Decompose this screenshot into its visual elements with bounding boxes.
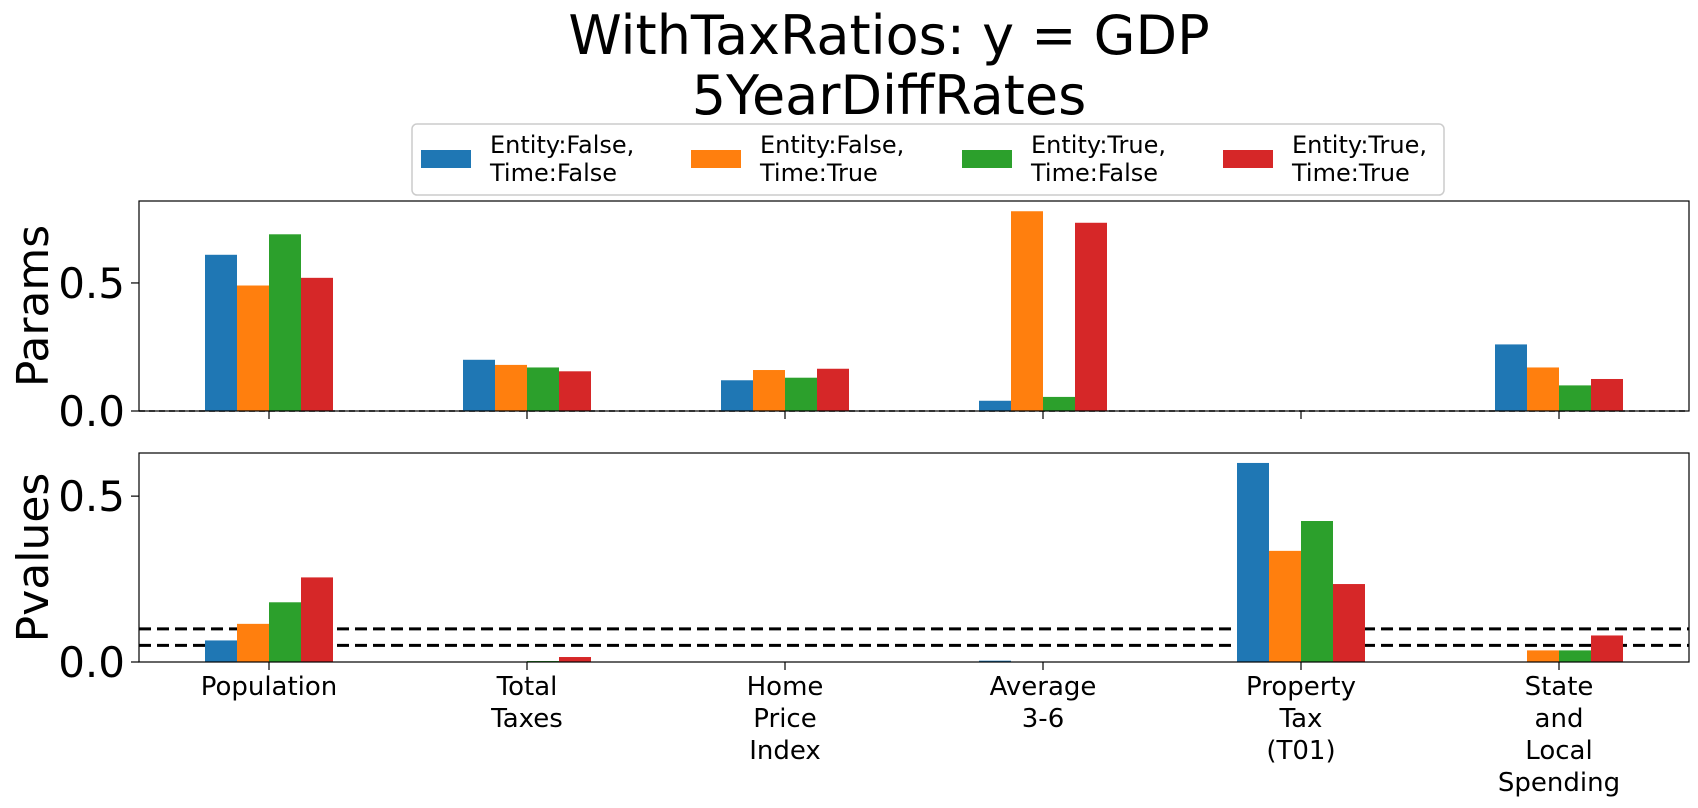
bar: [559, 371, 591, 411]
y-tick-label: 0.0: [58, 387, 125, 436]
x-tick-label: Local: [1525, 736, 1592, 766]
bar: [1043, 396, 1075, 411]
plot-frame: [138, 452, 1690, 663]
legend-label: Time:True: [759, 159, 878, 187]
bar: [721, 380, 753, 411]
legend-label: Time:False: [489, 159, 617, 187]
bar: [1237, 462, 1269, 662]
bar: [1269, 550, 1301, 662]
x-tick-label: Tax: [1279, 704, 1323, 734]
bar: [1559, 650, 1591, 662]
bar: [1591, 635, 1623, 662]
legend-box: [411, 123, 1445, 196]
bar: [463, 359, 495, 411]
y-tick-label: 0.5: [58, 472, 125, 521]
x-tick-label: (T01): [1266, 736, 1335, 766]
bar: [237, 285, 269, 411]
plot-frame: [138, 200, 1690, 412]
bar: [1527, 650, 1559, 662]
x-tick-label: State: [1525, 672, 1594, 702]
legend-swatch: [421, 150, 471, 168]
x-tick-label: and: [1535, 704, 1584, 734]
bar: [301, 577, 333, 662]
bar: [237, 623, 269, 662]
bar: [527, 367, 559, 411]
chart-title-line: 5YearDiffRates: [692, 64, 1086, 127]
bar: [817, 368, 849, 411]
x-tick-label: Total: [496, 672, 558, 702]
bar: [1333, 584, 1365, 662]
bar: [979, 660, 1011, 662]
y-tick-label: 0.0: [58, 638, 125, 687]
bar: [979, 400, 1011, 411]
bar: [1075, 222, 1107, 411]
legend-swatch: [1223, 150, 1273, 168]
bar: [1591, 378, 1623, 411]
x-tick-label: 3-6: [1022, 704, 1064, 734]
bar: [785, 377, 817, 411]
x-tick-label: Spending: [1498, 768, 1620, 798]
bar: [301, 277, 333, 411]
bar: [205, 640, 237, 662]
x-tick-label: Population: [201, 672, 338, 702]
y-axis-label: Params: [8, 225, 59, 387]
bar: [1301, 521, 1333, 662]
y-axis-label: Pvalues: [8, 473, 59, 643]
legend-label: Time:False: [1030, 159, 1158, 187]
x-tick-label: Index: [749, 736, 821, 766]
legend-label: Entity:True,: [1031, 131, 1166, 159]
x-tick-label: Home: [747, 672, 824, 702]
x-tick-label: Property: [1246, 672, 1356, 702]
x-tick-label: Taxes: [490, 704, 563, 734]
bar: [269, 602, 301, 662]
legend-label: Time:True: [1291, 159, 1410, 187]
bar: [1011, 211, 1043, 411]
y-tick-label: 0.5: [58, 259, 125, 308]
chart-title-line: WithTaxRatios: y = GDP: [568, 4, 1209, 67]
bar: [495, 364, 527, 411]
legend-label: Entity:False,: [490, 131, 634, 159]
legend-swatch: [962, 150, 1012, 168]
bar: [1495, 344, 1527, 411]
bar: [269, 234, 301, 411]
bar: [559, 657, 591, 662]
x-tick-label: Price: [753, 704, 816, 734]
bar: [205, 254, 237, 411]
legend-label: Entity:True,: [1292, 131, 1427, 159]
x-tick-label: Average: [990, 672, 1097, 702]
bar: [753, 370, 785, 411]
legend-swatch: [691, 150, 741, 168]
bar: [1559, 385, 1591, 411]
legend-label: Entity:False,: [760, 131, 904, 159]
bar: [1527, 367, 1559, 411]
